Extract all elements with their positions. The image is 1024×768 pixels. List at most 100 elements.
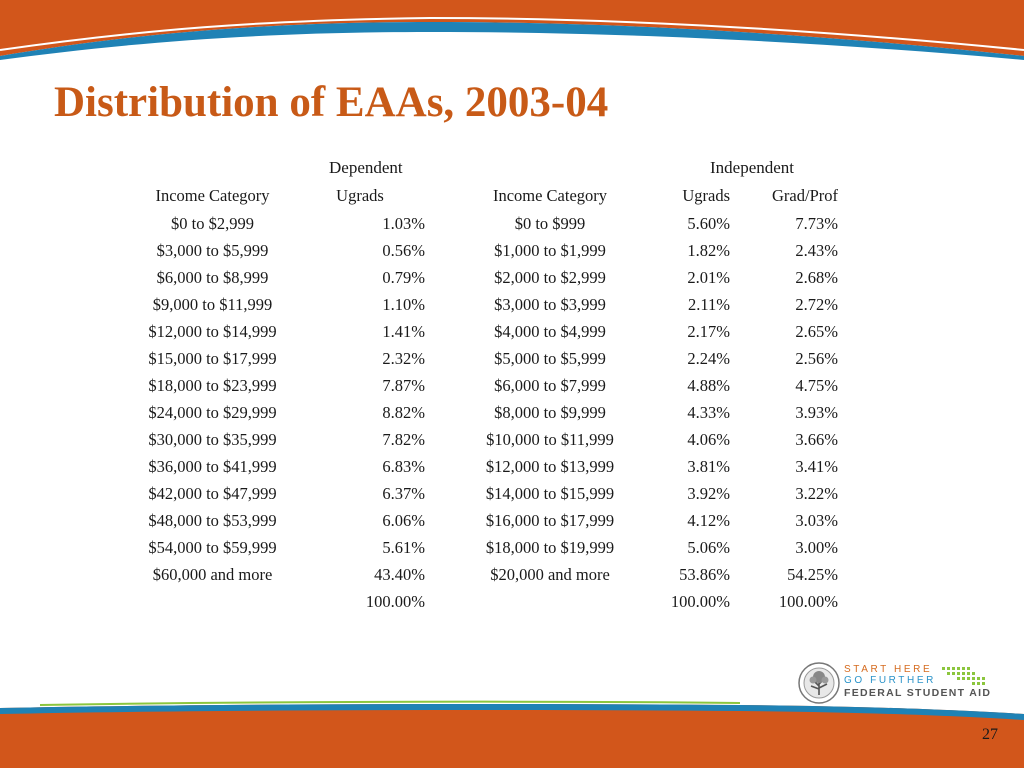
table-row: $0 to $2,999 1.03% $0 to $999 5.60% 7.73% [130,210,838,237]
department-seal-icon [798,662,840,704]
ind-ugrads-cell: 5.06% [687,537,730,557]
table-row: $36,000 to $41,999 6.83% $12,000 to $13,99… [130,453,838,480]
ind-gradprof-cell: 2.43% [795,240,838,260]
ind-ugrads-cell: 53.86% [679,564,730,584]
ind-gradprof-cell: 54.25% [787,564,838,584]
ind-gradprof-cell: 3.00% [795,537,838,557]
dep-income-cell: $15,000 to $17,999 [148,348,277,368]
federal-student-aid-logo: START HERE GO FURTHER FEDERAL STUDENT AI… [798,660,998,708]
ind-income-cell: $14,000 to $15,999 [485,483,615,503]
dep-income-cell: $42,000 to $47,999 [148,483,277,503]
column-spacer [425,507,470,534]
col-header-ind-ugrads: Ugrads [682,186,730,205]
ind-ugrads-cell: 3.92% [687,483,730,503]
dep-income-cell: $9,000 to $11,999 [152,294,273,314]
group-header-independent: Independent [710,158,795,177]
column-spacer [425,480,470,507]
ind-gradprof-cell: 2.56% [795,348,838,368]
dep-income-cell: $12,000 to $14,999 [148,321,277,341]
column-spacer [425,182,470,210]
ind-income-cell: $18,000 to $19,999 [485,537,615,557]
totals-row: 100.00% 100.00% 100.00% [130,588,838,615]
column-spacer [425,210,470,237]
table-header-row: Income Category Ugrads Income Category U… [130,182,838,210]
dep-ugrads-cell: 0.56% [382,240,425,260]
column-spacer [425,561,470,588]
ind-income-cell: $8,000 to $9,999 [494,402,606,422]
logo-tagline-go-further: GO FURTHER [844,675,936,686]
table-row: $30,000 to $35,999 7.82% $10,000 to $11,99… [130,426,838,453]
bottom-banner [0,700,1024,768]
ind-ugrads-cell: 4.33% [687,402,730,422]
eaa-distribution-table: Income Category Ugrads Income Category U… [130,182,838,615]
dep-ugrads-cell: 6.37% [382,483,425,503]
ind-gradprof-cell: 3.22% [795,483,838,503]
logo-dot-grid-icon [942,667,985,685]
col-header-dep-income: Income Category [155,186,270,205]
total-dep-ugrads: 100.00% [365,591,425,611]
ind-gradprof-cell: 3.03% [795,510,838,530]
ind-ugrads-cell: 4.88% [687,375,730,395]
ind-gradprof-cell: 4.75% [795,375,838,395]
ind-gradprof-cell: 2.65% [795,321,838,341]
column-spacer [425,534,470,561]
dep-income-cell: $3,000 to $5,999 [156,240,269,260]
dep-ugrads-cell: 8.82% [382,402,425,422]
ind-income-cell: $4,000 to $4,999 [494,321,606,341]
ind-gradprof-cell: 3.41% [795,456,838,476]
ind-ugrads-cell: 4.06% [687,429,730,449]
dep-income-cell: $60,000 and more [152,564,273,584]
table-body: $0 to $2,999 1.03% $0 to $999 5.60% 7.73% $3,… [130,210,838,588]
dep-ugrads-cell: 7.87% [382,375,425,395]
ind-gradprof-cell: 2.68% [795,267,838,287]
dep-ugrads-cell: 2.32% [382,348,425,368]
ind-ugrads-cell: 2.24% [687,348,730,368]
dep-ugrads-cell: 6.06% [382,510,425,530]
ind-income-cell: $6,000 to $7,999 [494,375,606,395]
totals-label-cell [130,588,295,615]
dep-income-cell: $48,000 to $53,999 [148,510,277,530]
ind-income-cell: $5,000 to $5,999 [494,348,606,368]
table-row: $60,000 and more 43.40% $20,000 and more 53… [130,561,838,588]
column-spacer [425,318,470,345]
dep-ugrads-cell: 5.61% [382,537,425,557]
ind-income-cell: $0 to $999 [514,213,586,233]
table-row: $48,000 to $53,999 6.06% $16,000 to $17,99… [130,507,838,534]
ind-ugrads-cell: 3.81% [687,456,730,476]
ind-income-cell: $10,000 to $11,999 [486,429,614,449]
ind-income-cell: $2,000 to $2,999 [494,267,606,287]
column-spacer [425,264,470,291]
logo-tagline-start-here: START HERE [844,664,933,675]
dep-income-cell: $30,000 to $35,999 [148,429,277,449]
totals-label-cell [470,588,630,615]
group-header-dependent: Dependent [329,158,403,177]
dep-income-cell: $24,000 to $29,999 [148,402,277,422]
ind-income-cell: $12,000 to $13,999 [485,456,615,476]
col-header-ind-income: Income Category [492,186,608,205]
ind-income-cell: $16,000 to $17,999 [485,510,615,530]
dep-ugrads-cell: 0.79% [382,267,425,287]
dep-ugrads-cell: 1.41% [382,321,425,341]
top-banner [0,0,1024,60]
column-spacer [425,291,470,318]
ind-gradprof-cell: 3.93% [795,402,838,422]
column-spacer [425,399,470,426]
ind-gradprof-cell: 7.73% [795,213,838,233]
total-ind-ugrads: 100.00% [670,591,730,611]
ind-ugrads-cell: 4.12% [687,510,730,530]
table-row: $18,000 to $23,999 7.87% $6,000 to $7,999 4… [130,372,838,399]
col-header-ind-gradprof: Grad/Prof [772,186,838,205]
ind-ugrads-cell: 5.60% [687,213,730,233]
total-ind-gradprof: 100.00% [778,591,838,611]
col-header-dep-ugrads: Ugrads [336,186,384,205]
ind-ugrads-cell: 2.01% [687,267,730,287]
table-row: $6,000 to $8,999 0.79% $2,000 to $2,999 2.0… [130,264,838,291]
ind-gradprof-cell: 2.72% [795,294,838,314]
logo-federal-student-aid: FEDERAL STUDENT AID [844,687,992,699]
ind-income-cell: $3,000 to $3,999 [494,294,606,314]
dep-ugrads-cell: 1.03% [382,213,425,233]
ind-income-cell: $20,000 and more [490,564,610,584]
ind-ugrads-cell: 2.11% [687,294,730,314]
ind-ugrads-cell: 2.17% [687,321,730,341]
table-row: $9,000 to $11,999 1.10% $3,000 to $3,999 2.… [130,291,838,318]
